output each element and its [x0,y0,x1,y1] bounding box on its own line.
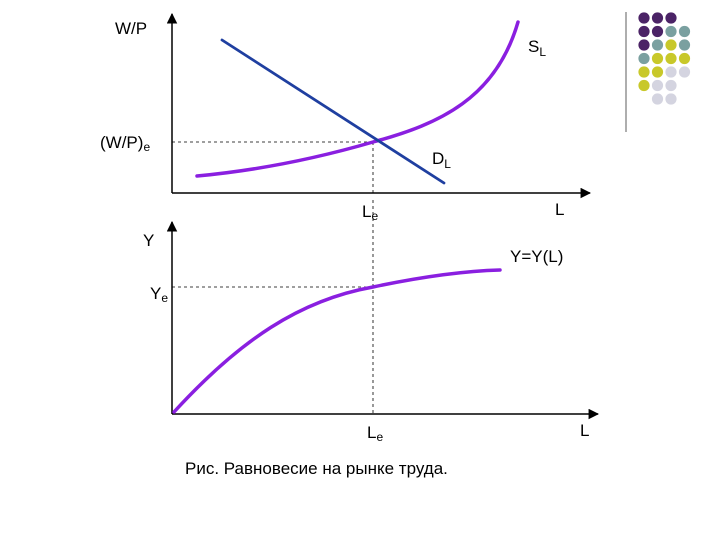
decorative-dot [638,66,650,78]
labor-demand-curve [220,38,446,185]
bottom-eq-labor-label: Le [367,423,383,444]
decorative-dot [651,25,664,38]
demand-label: DL [432,149,451,171]
decorative-dot [651,12,664,24]
decorative-dot-grid [638,12,691,105]
decorative-dot [638,79,650,92]
top-eq-labor-label: Le [362,202,378,223]
figure-caption: Рис. Равновесие на рынке труда. [185,459,448,478]
top-y-axis-label: W/P [115,19,147,38]
decorative-dot [665,39,677,51]
decorative-dot [638,52,650,65]
decorative-dot [665,52,677,65]
decorative-dot [651,93,664,105]
bottom-graph: Y L Y=Y(L) Ye Le [143,200,600,444]
eq-output-label: Ye [150,284,168,305]
decorative-dot [651,79,664,92]
decorative-dot [678,52,691,65]
decorative-dot [678,39,691,51]
decorative-dot [665,66,677,78]
decorative-dot [665,12,677,24]
eq-wage-label: (W/P)e [100,133,150,154]
production-function-label: Y=Y(L) [510,247,563,266]
decorative-dot [678,66,691,78]
decorative-dot [651,39,664,51]
top-graph: W/P L (W/P)e SL DL Le [100,12,592,223]
bottom-y-axis-label: Y [143,231,154,250]
decorative-dot [678,25,691,38]
decorative-dot [638,25,650,38]
decorative-dot [638,39,650,51]
decorative-dot [638,12,650,24]
labor-supply-curve [195,20,520,178]
decorative-dot [651,52,664,65]
bottom-x-axis-label: L [580,421,589,440]
decorative-dot [651,66,664,78]
supply-label: SL [528,37,546,59]
top-x-axis-label: L [555,200,564,219]
decorative-dot [665,93,677,105]
decorative-dot [665,79,677,92]
production-function-curve [172,268,502,414]
decorative-dot [665,25,677,38]
